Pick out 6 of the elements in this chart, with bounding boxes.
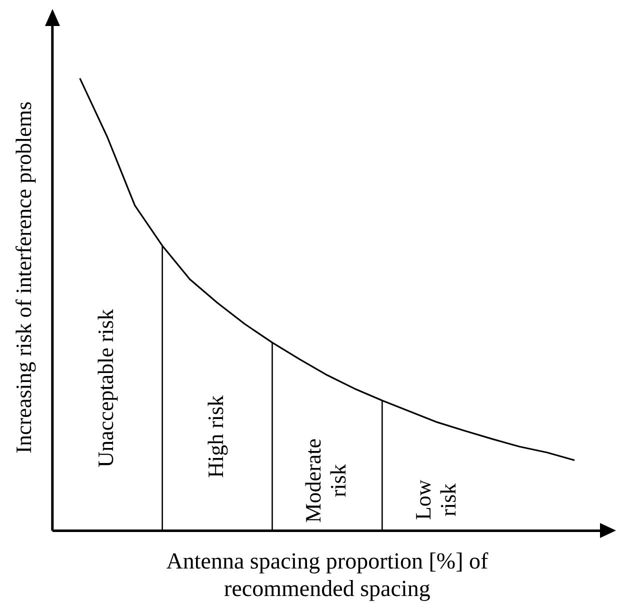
annotation: High risk <box>203 395 228 478</box>
annotation: Low risk <box>410 480 460 520</box>
x-axis-title: Antenna spacing proportion [%] of recommended spacing <box>166 548 488 602</box>
annotation: Unacceptable risk <box>93 309 118 468</box>
annotation: Moderate risk <box>300 438 350 523</box>
y-axis-title: Increasing risk of interference problems <box>10 101 36 454</box>
